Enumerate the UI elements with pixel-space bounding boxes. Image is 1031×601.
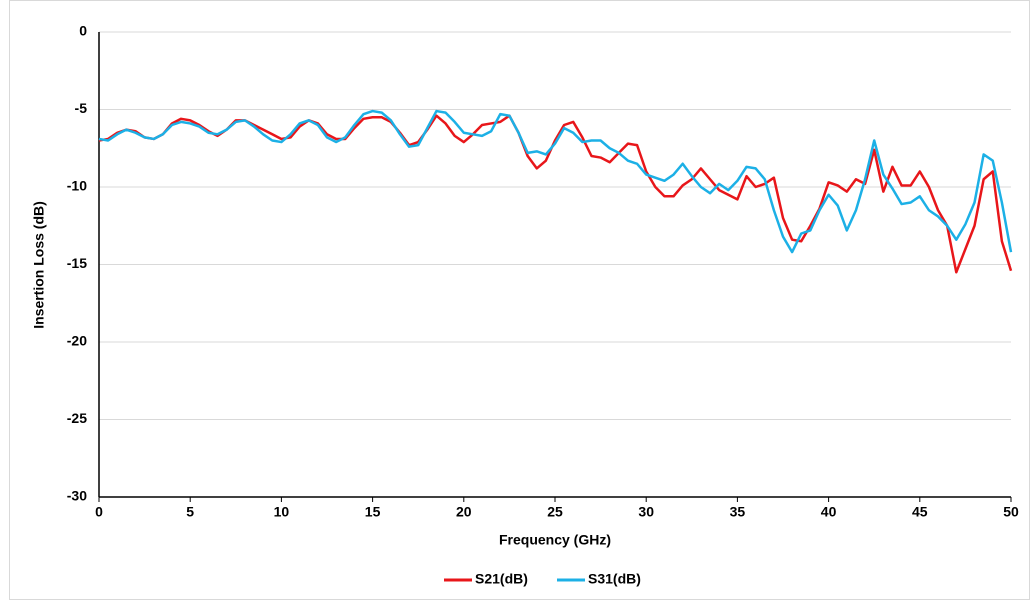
x-axis-title: Frequency (GHz) bbox=[499, 532, 611, 548]
x-tick-label: 0 bbox=[95, 504, 103, 520]
y-tick-label: -10 bbox=[67, 178, 87, 194]
x-tick-label: 5 bbox=[186, 504, 194, 520]
series-line bbox=[98, 109, 1013, 254]
y-tick-label: -5 bbox=[75, 100, 88, 116]
legend-label: S31(dB) bbox=[588, 571, 641, 587]
x-tick-label: 20 bbox=[456, 504, 472, 520]
y-tick-label: -20 bbox=[67, 333, 87, 349]
x-tick-label: 35 bbox=[730, 504, 746, 520]
y-tick-label: 0 bbox=[79, 23, 87, 39]
chart-border bbox=[9, 0, 1030, 600]
x-tick-label: 50 bbox=[1003, 504, 1019, 520]
y-tick-label: -15 bbox=[67, 255, 87, 271]
x-tick-label: 10 bbox=[274, 504, 290, 520]
y-tick-label: -30 bbox=[67, 488, 87, 504]
x-tick-label: 15 bbox=[365, 504, 381, 520]
y-axis-title: Insertion Loss (dB) bbox=[31, 201, 47, 329]
legend-label: S21(dB) bbox=[475, 571, 528, 587]
x-tick-label: 30 bbox=[638, 504, 654, 520]
x-tick-label: 45 bbox=[912, 504, 928, 520]
x-tick-label: 40 bbox=[821, 504, 837, 520]
y-tick-label: -25 bbox=[67, 410, 87, 426]
x-tick-label: 25 bbox=[547, 504, 563, 520]
